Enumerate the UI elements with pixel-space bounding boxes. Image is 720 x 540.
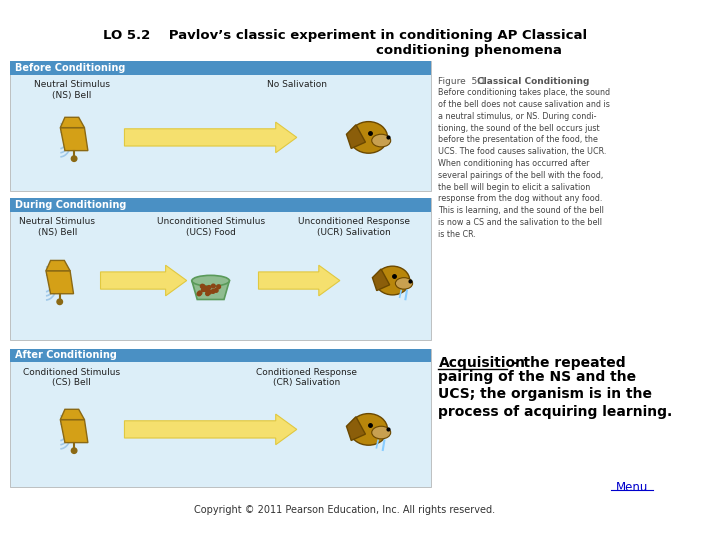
Polygon shape	[60, 117, 84, 127]
FancyBboxPatch shape	[9, 198, 431, 340]
Text: Before conditioning takes place, the sound
of the bell does not cause salivation: Before conditioning takes place, the sou…	[438, 88, 611, 239]
Text: During Conditioning: During Conditioning	[15, 200, 127, 210]
Polygon shape	[192, 281, 230, 300]
Circle shape	[71, 156, 77, 161]
Ellipse shape	[350, 122, 387, 153]
Ellipse shape	[350, 414, 387, 445]
Circle shape	[197, 292, 201, 296]
Circle shape	[204, 286, 207, 290]
FancyBboxPatch shape	[9, 198, 431, 212]
Text: Unconditioned Response
(UCR) Salivation: Unconditioned Response (UCR) Salivation	[298, 217, 410, 237]
Text: conditioning phenomena: conditioning phenomena	[376, 44, 562, 57]
Circle shape	[57, 299, 63, 305]
Circle shape	[217, 285, 220, 288]
Ellipse shape	[395, 278, 413, 289]
Circle shape	[204, 288, 208, 292]
Ellipse shape	[372, 426, 391, 439]
Polygon shape	[60, 420, 88, 443]
FancyBboxPatch shape	[9, 62, 431, 75]
FancyBboxPatch shape	[9, 348, 431, 362]
Text: Copyright © 2011 Pearson Education, Inc. All rights reserved.: Copyright © 2011 Pearson Education, Inc.…	[194, 504, 495, 515]
Circle shape	[207, 286, 211, 289]
Text: After Conditioning: After Conditioning	[15, 350, 117, 360]
Text: Neutral Stimulus
(NS) Bell: Neutral Stimulus (NS) Bell	[19, 217, 96, 237]
Polygon shape	[60, 409, 84, 420]
Circle shape	[211, 289, 215, 293]
Polygon shape	[46, 271, 73, 294]
Text: LO 5.2    Pavlov’s classic experiment in conditioning AP Classical: LO 5.2 Pavlov’s classic experiment in co…	[102, 29, 587, 42]
Polygon shape	[125, 122, 297, 153]
Text: pairing of the NS and the
UCS; the organism is in the
process of acquiring learn: pairing of the NS and the UCS; the organ…	[438, 369, 672, 419]
Circle shape	[202, 288, 205, 292]
Polygon shape	[258, 265, 340, 296]
Polygon shape	[372, 269, 390, 291]
Text: Before Conditioning: Before Conditioning	[15, 63, 126, 73]
Polygon shape	[60, 127, 88, 151]
Text: Classical Conditioning: Classical Conditioning	[477, 77, 589, 86]
Ellipse shape	[375, 266, 410, 295]
Text: Menu: Menu	[616, 481, 648, 494]
FancyBboxPatch shape	[9, 348, 431, 487]
Polygon shape	[125, 414, 297, 445]
Circle shape	[207, 290, 212, 294]
Text: Conditioned Response
(CR) Salivation: Conditioned Response (CR) Salivation	[256, 368, 357, 387]
Text: Conditioned Stimulus
(CS) Bell: Conditioned Stimulus (CS) Bell	[23, 368, 120, 387]
Text: Neutral Stimulus
(NS) Bell: Neutral Stimulus (NS) Bell	[34, 80, 110, 100]
Text: Unconditioned Stimulus
(UCS) Food: Unconditioned Stimulus (UCS) Food	[156, 217, 265, 237]
Text: Acquisition: Acquisition	[438, 356, 526, 370]
Text: - the repeated: - the repeated	[508, 356, 626, 370]
Circle shape	[198, 291, 202, 295]
Circle shape	[206, 292, 210, 295]
Text: No Salivation: No Salivation	[267, 80, 327, 90]
Ellipse shape	[372, 134, 391, 147]
Polygon shape	[346, 125, 366, 148]
Circle shape	[212, 284, 215, 288]
Polygon shape	[101, 265, 186, 296]
FancyBboxPatch shape	[9, 62, 431, 191]
Circle shape	[71, 448, 77, 454]
Polygon shape	[46, 260, 70, 271]
Polygon shape	[346, 417, 366, 441]
Circle shape	[201, 285, 204, 288]
Circle shape	[200, 285, 204, 288]
Ellipse shape	[192, 275, 230, 286]
Text: Figure  5.1: Figure 5.1	[438, 77, 489, 86]
Circle shape	[215, 288, 218, 292]
